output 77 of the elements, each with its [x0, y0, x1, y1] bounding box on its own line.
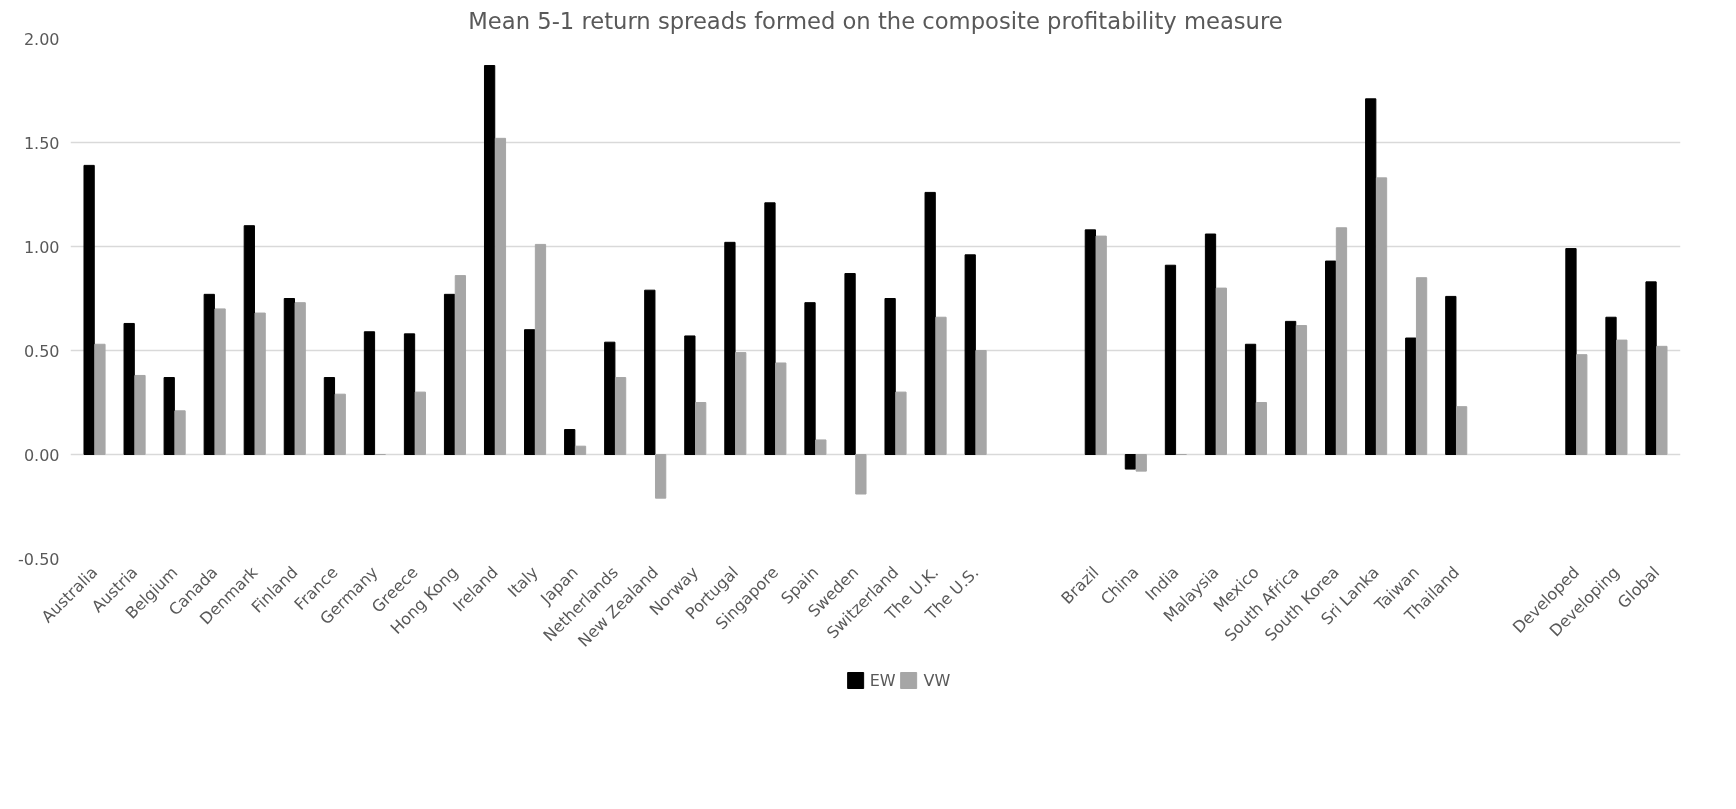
bar: [363, 331, 376, 455]
bar: [1325, 260, 1337, 455]
bar: [855, 454, 867, 495]
bar: [935, 316, 947, 455]
bar: [1244, 343, 1257, 455]
bar: [334, 393, 346, 455]
bar: [924, 191, 936, 455]
bar: [614, 377, 627, 455]
y-tick-label: 1.50: [23, 133, 60, 153]
bar: [443, 293, 456, 455]
bar: [1576, 354, 1588, 455]
bar: [1445, 295, 1457, 455]
bar: [323, 377, 336, 455]
bar: [1605, 316, 1617, 455]
bar: [1215, 287, 1227, 455]
y-tick-label: -0.50: [18, 549, 60, 569]
y-tick-label: 0.50: [23, 341, 60, 361]
bar: [1335, 227, 1348, 455]
bar: [1375, 177, 1388, 455]
bar: [1565, 248, 1577, 455]
bar: [724, 241, 736, 455]
bar: [695, 402, 707, 455]
bar: [1656, 345, 1668, 455]
bar: [403, 333, 416, 455]
bar: [775, 362, 787, 455]
bar: [1124, 454, 1137, 470]
bar: [1095, 235, 1107, 455]
bar: [644, 289, 656, 455]
y-tick-label: 2.00: [23, 29, 60, 49]
bar: [1295, 325, 1308, 455]
bar: [574, 445, 587, 455]
bar: [655, 454, 667, 499]
bar: [203, 293, 215, 455]
bar: [964, 254, 976, 455]
bar: [1415, 277, 1428, 455]
bar: [294, 302, 306, 455]
bar: [895, 391, 907, 455]
bar: [604, 341, 616, 455]
legend-label: VW: [923, 670, 951, 690]
bar: [804, 302, 816, 455]
bar: [254, 312, 266, 455]
bar: [454, 275, 467, 455]
bar: [735, 352, 747, 455]
bar: [94, 343, 106, 455]
bar: [83, 164, 95, 455]
y-tick-label: 0.00: [23, 445, 60, 465]
bar: [123, 322, 135, 455]
bar: [764, 202, 776, 455]
bar: [975, 350, 987, 455]
bar: [884, 298, 896, 455]
bar: [684, 335, 696, 455]
bar: [163, 377, 175, 455]
bar: [243, 225, 255, 455]
bar: [1645, 281, 1657, 455]
bar: [815, 439, 827, 455]
bar: [494, 137, 507, 455]
bar: [524, 329, 536, 455]
chart-title: Mean 5-1 return spreads formed on the composite profitability measure: [468, 7, 1283, 34]
bar: [1135, 454, 1147, 472]
bar: [534, 243, 547, 455]
bar: [1365, 98, 1377, 455]
bar: [214, 308, 226, 455]
y-tick-label: 1.00: [23, 237, 60, 257]
bar: [844, 273, 856, 455]
bar: [1284, 320, 1297, 455]
legend-label: EW: [869, 670, 896, 690]
bar: [1204, 233, 1217, 455]
bar: [1164, 264, 1177, 455]
bar: [564, 429, 576, 455]
bar: [134, 374, 146, 455]
bar: [174, 410, 186, 455]
bar: [1255, 402, 1268, 455]
bar: [483, 65, 496, 455]
bar: [1455, 406, 1468, 455]
bar: [1405, 337, 1417, 455]
bar: [414, 391, 426, 455]
bar: [1616, 339, 1628, 455]
